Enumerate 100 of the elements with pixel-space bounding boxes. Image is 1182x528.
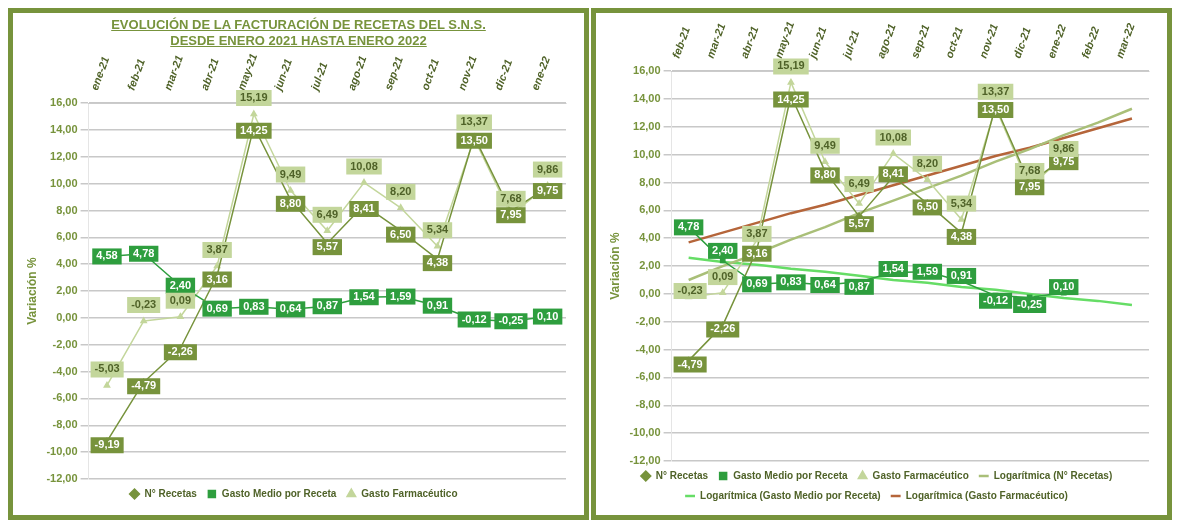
data-label: 15,19 — [240, 91, 268, 104]
data-label: 9,86 — [536, 162, 559, 175]
data-label: 9,86 — [1053, 142, 1075, 155]
y-tick-label: 4,00 — [639, 231, 661, 244]
data-label: 8,41 — [353, 202, 375, 215]
y-tick-label: 14,00 — [633, 92, 661, 105]
y-tick-label: 8,00 — [56, 203, 78, 216]
data-label: 6,49 — [848, 177, 870, 190]
data-label: 4,38 — [950, 229, 973, 242]
x-tick-label: ene-22 — [1044, 22, 1068, 60]
y-tick-label: 6,00 — [56, 230, 78, 243]
y-tick-label: 6,00 — [639, 203, 661, 216]
data-label: 5,34 — [950, 196, 974, 209]
x-tick-label: oct-21 — [418, 57, 441, 92]
data-label: 5,57 — [848, 217, 870, 230]
y-tick-label: 2,00 — [56, 284, 78, 297]
data-label: 1,54 — [882, 262, 905, 275]
legend-label: Gasto Farmacéutico — [872, 469, 969, 481]
data-label: 10,08 — [879, 130, 908, 143]
y-axis-title: Variación % — [607, 232, 622, 300]
x-tick-label: sep-21 — [908, 22, 932, 60]
x-tick-label: feb-21 — [124, 57, 148, 92]
legend-label: N° Recetas — [144, 487, 198, 499]
data-label: 0,91 — [950, 268, 973, 281]
x-tick-label: dic-21 — [1010, 25, 1033, 60]
data-label: -5,03 — [94, 362, 120, 375]
y-tick-label: -4,00 — [52, 364, 78, 377]
data-label: 8,80 — [279, 196, 302, 209]
y-tick-label: 12,00 — [50, 149, 78, 162]
x-tick-label: abr-21 — [198, 56, 221, 92]
y-tick-label: -2,00 — [52, 337, 78, 350]
y-tick-label: -2,00 — [635, 314, 661, 327]
data-label: -4,79 — [677, 357, 703, 370]
y-axis-title: Variación % — [24, 257, 39, 325]
x-tick-label: ene-22 — [528, 54, 552, 92]
x-tick-label: ago-21 — [345, 54, 369, 92]
y-tick-label: 12,00 — [633, 119, 661, 132]
chart-title: EVOLUCIÓN DE LA FACTURACIÓN DE RECETAS DEL S.N.S. DESDE ENERO 2021 HASTA ENERO 2022 — [110, 17, 487, 49]
data-label: 9,49 — [814, 138, 836, 151]
data-label: 10,08 — [350, 159, 378, 172]
y-tick-label: 4,00 — [56, 257, 78, 270]
data-label: 5,34 — [426, 223, 450, 236]
data-label: 9,49 — [279, 167, 302, 180]
x-tick-label: jun-21 — [270, 57, 294, 94]
data-label: 0,87 — [848, 279, 870, 292]
y-tick-label: -8,00 — [52, 418, 78, 431]
legend-label: Gasto Medio por Receta — [733, 469, 849, 481]
data-label: 13,50 — [460, 133, 488, 146]
data-label: 15,19 — [777, 59, 805, 72]
data-label: 2,40 — [712, 243, 734, 256]
data-label: 3,87 — [206, 243, 228, 255]
y-tick-label: -4,00 — [635, 342, 661, 355]
y-tick-label: 16,00 — [633, 64, 661, 77]
x-tick-label: nov-21 — [455, 54, 479, 92]
data-label: 7,95 — [1018, 180, 1041, 193]
y-tick-label: 8,00 — [639, 175, 661, 188]
data-label: 13,37 — [981, 84, 1010, 97]
y-tick-label: -10,00 — [46, 445, 78, 458]
y-tick-label: 0,00 — [639, 286, 661, 299]
data-label: -0,23 — [131, 298, 157, 311]
legend-label: Gasto Farmacéutico — [361, 487, 458, 499]
legend-label: Gasto Medio por Receta — [221, 487, 337, 499]
x-tick-label: jul-21 — [839, 28, 862, 62]
data-label: 0,09 — [169, 293, 192, 306]
legend-label: N° Recetas — [655, 469, 709, 481]
legend-label: Logarítmica (Gasto Farmacéutico) — [905, 489, 1068, 501]
data-label: 13,50 — [981, 102, 1010, 115]
x-tick-label: may-21 — [771, 19, 797, 60]
x-tick-label: nov-21 — [976, 22, 1000, 60]
x-tick-label: oct-21 — [942, 25, 965, 60]
data-label: -2,26 — [167, 345, 193, 358]
x-tick-label: mar-21 — [161, 53, 186, 92]
x-tick-label: abr-21 — [737, 24, 761, 60]
x-tick-label: may-21 — [234, 51, 260, 92]
data-label: -4,79 — [131, 379, 157, 392]
data-label: 6,50 — [390, 227, 412, 240]
x-tick-label: jun-21 — [805, 25, 829, 62]
x-tick-label: feb-21 — [669, 25, 693, 60]
legend-label: Logarítmica (Gasto Medio por Receta) — [700, 489, 881, 501]
x-tick-label: mar-21 — [703, 21, 728, 60]
y-tick-label: 10,00 — [633, 147, 661, 160]
data-label: 7,68 — [500, 191, 522, 204]
data-label: 8,41 — [882, 167, 904, 180]
x-tick-label: ago-21 — [874, 22, 898, 60]
y-tick-label: -6,00 — [635, 370, 661, 383]
data-label: 4,38 — [426, 256, 449, 269]
y-tick-label: 16,00 — [50, 96, 78, 109]
data-label: 0,09 — [712, 270, 734, 283]
y-tick-label: -12,00 — [629, 454, 661, 467]
data-label: -0,25 — [1017, 297, 1043, 310]
y-tick-label: -6,00 — [52, 391, 78, 404]
x-tick-label: jul-21 — [307, 60, 330, 94]
y-tick-label: 14,00 — [50, 123, 78, 136]
y-tick-label: -12,00 — [46, 472, 78, 485]
y-tick-label: 0,00 — [56, 310, 78, 323]
x-tick-label: mar-22 — [1113, 21, 1137, 60]
x-tick-label: sep-21 — [381, 54, 405, 92]
y-tick-label: 2,00 — [639, 259, 661, 272]
x-tick-label: ene-21 — [88, 54, 112, 92]
data-label: 3,87 — [746, 226, 768, 239]
